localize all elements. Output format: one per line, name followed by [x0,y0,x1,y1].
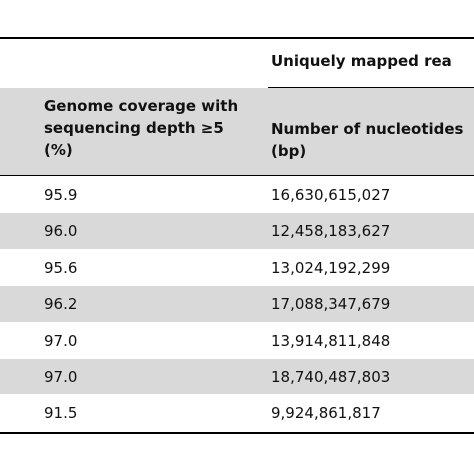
coverage-cell: 97.0 [44,367,78,386]
nucleotides-cell: 13,024,192,299 [271,258,391,277]
table-row: 95.6 13,024,192,299 [0,250,474,287]
column-header-nucleotides: Number of nucleotides (bp) [271,120,464,160]
table-row: 96.2 17,088,347,679 [0,286,474,323]
coverage-cell: 96.2 [44,295,78,314]
nucleotides-cell: 13,914,811,848 [271,331,391,350]
table-row: 95.9 16,630,615,027 [0,177,474,214]
table-bottom-rule [0,432,474,434]
group-header-uniquely-mapped: Uniquely mapped rea [271,52,452,70]
coverage-cell: 95.9 [44,186,78,204]
nucleotides-cell: 18,740,487,803 [271,367,391,386]
column-header-coverage: Genome coverage with sequencing depth ≥5… [44,97,239,159]
nucleotides-cell: 12,458,183,627 [271,222,391,241]
coverage-cell: 95.6 [44,258,78,277]
table-row: 97.0 18,740,487,803 [0,358,474,396]
coverage-cell: 96.0 [44,222,78,241]
group-header-rule [268,87,474,88]
nucleotides-cell: 9,924,861,817 [271,404,381,423]
column-header-row: Genome coverage with sequencing depth ≥5… [0,88,474,176]
nucleotides-cell: 16,630,615,027 [271,186,391,204]
table-top-rule [0,37,474,39]
nucleotides-cell: 17,088,347,679 [271,295,391,314]
table-row: 96.0 12,458,183,627 [0,213,474,250]
table-row: 97.0 13,914,811,848 [0,323,474,359]
coverage-cell: 91.5 [44,404,78,423]
table-body: 95.9 16,630,615,027 96.0 12,458,183,627 … [0,177,474,432]
coverage-cell: 97.0 [44,331,78,350]
table-row: 91.5 9,924,861,817 [0,395,474,432]
